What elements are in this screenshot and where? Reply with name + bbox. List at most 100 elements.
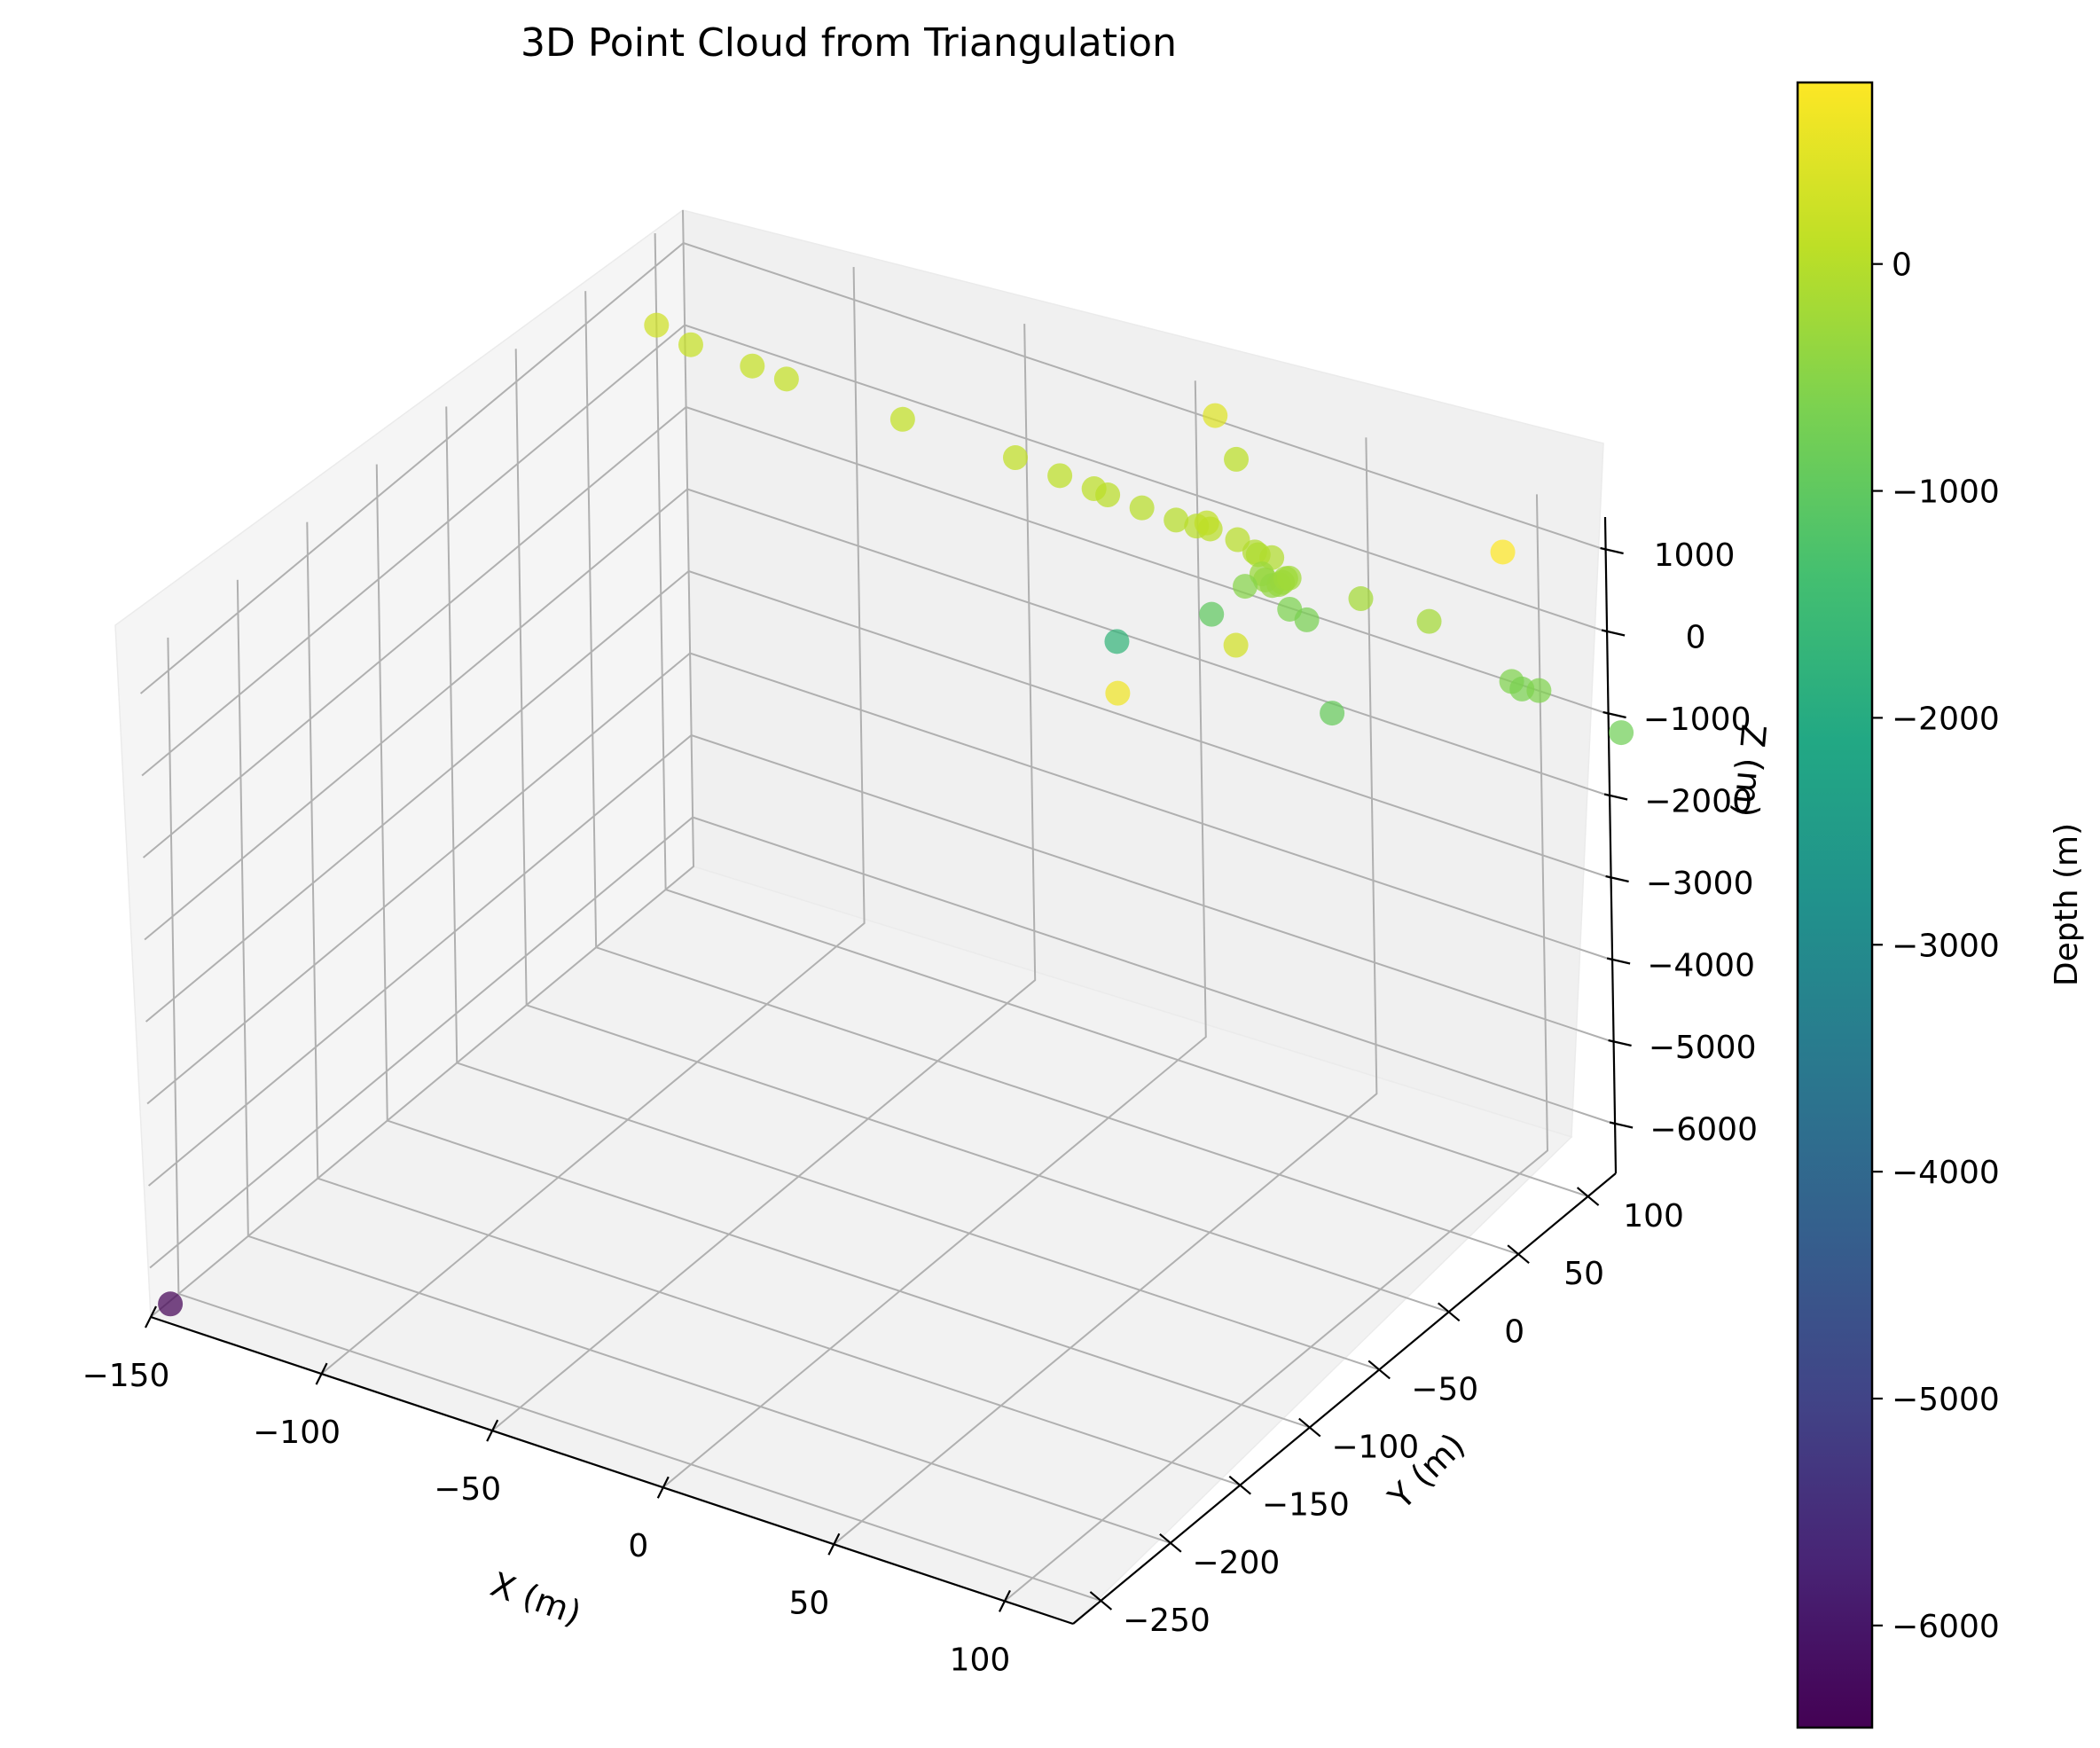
colorbar-tick-label: −5000 (1892, 1382, 2000, 1418)
data-point (1233, 574, 1258, 600)
x-grid-line (1004, 494, 1548, 1603)
data-point (740, 353, 765, 379)
colorbar: −6000 −5000 −4000 −3000 −2000 −1000 0 Depth (m… (1796, 81, 2085, 1729)
data-point (1416, 608, 1442, 634)
x-tick-mark (486, 1419, 499, 1442)
data-point (1095, 482, 1121, 508)
data-point (1348, 586, 1374, 612)
y-tick-mark (1298, 1417, 1321, 1438)
x-axis-line (150, 1315, 1074, 1626)
colorbar-tick-label: 0 (1892, 247, 1912, 284)
y-grid-line (167, 637, 1101, 1602)
z-tick-mark (1605, 874, 1629, 883)
z-tick-mark (1603, 793, 1628, 801)
y-axis-line (1072, 1172, 1617, 1625)
colorbar-tick-label: −6000 (1892, 1609, 2000, 1645)
y-tick-mark (1576, 1187, 1600, 1206)
y-tick-label: −200 (1192, 1545, 1280, 1581)
z-grid-line (149, 816, 1616, 1269)
data-point (644, 312, 670, 338)
x-grid-line (150, 209, 695, 1318)
y-tick-label: 0 (1504, 1313, 1524, 1350)
colorbar-tick-label: −1000 (1892, 474, 2000, 511)
y-tick-mark (1367, 1360, 1391, 1380)
x-grid-line (491, 324, 1037, 1431)
z-grid-line (144, 488, 1610, 941)
colorbar-ticks: −6000 −5000 −4000 −3000 −2000 −1000 0 (1872, 247, 2000, 1645)
axis-ticks: −150 −100 −50 0 50 100 −250 −200 −150 −100 −50 0 50 1… (82, 537, 1758, 1678)
data-point (773, 366, 799, 392)
data-point (678, 332, 703, 357)
data-point (1002, 445, 1028, 471)
z-tick-label: −2000 (1644, 784, 1752, 820)
y-tick-label: −50 (1411, 1371, 1478, 1407)
data-point (1129, 495, 1155, 521)
data-points (158, 312, 1634, 1317)
x-tick-mark (145, 1305, 157, 1329)
y-grid-line (584, 291, 1519, 1256)
z-tick-mark (1609, 1121, 1634, 1129)
y-tick-label: −250 (1123, 1603, 1211, 1639)
data-point (1047, 463, 1073, 489)
z-grid-line (145, 569, 1611, 1023)
y-tick-mark (1507, 1244, 1530, 1265)
z-tick-label: 1000 (1654, 537, 1736, 574)
colorbar-tick-label: −4000 (1892, 1155, 2000, 1191)
y-grid-line (236, 579, 1171, 1544)
y-tick-mark (1159, 1532, 1182, 1553)
y-grid-line (306, 521, 1241, 1486)
z-axis-line (1603, 516, 1618, 1174)
z-tick-label: −4000 (1647, 948, 1755, 984)
z-tick-label: 0 (1686, 620, 1706, 656)
z-tick-mark (1600, 546, 1624, 555)
data-point (1320, 701, 1345, 726)
data-point (1224, 446, 1250, 472)
x-tick-mark (827, 1532, 841, 1556)
x-grid-line (662, 380, 1207, 1488)
data-point (158, 1291, 184, 1317)
x-tick-label: 0 (628, 1528, 648, 1564)
x-tick-label: 100 (950, 1642, 1011, 1678)
x-tick-label: 50 (788, 1585, 829, 1621)
z-tick-label: −6000 (1649, 1112, 1758, 1148)
y-tick-mark (1089, 1591, 1113, 1611)
y-tick-label: 50 (1563, 1256, 1604, 1292)
colorbar-tick-label: −3000 (1892, 928, 2000, 964)
z-tick-mark (1602, 710, 1626, 719)
colorbar-tick-label: −2000 (1892, 701, 2000, 737)
y-grid-line (375, 464, 1311, 1429)
z-tick-mark (1606, 957, 1631, 965)
x-tick-label: −50 (434, 1471, 501, 1508)
y-grid-line (514, 349, 1450, 1313)
data-point (1104, 629, 1130, 655)
data-point (1194, 510, 1219, 536)
z-grid-line (146, 652, 1613, 1105)
z-tick-label: −1000 (1643, 702, 1751, 738)
x-axis-label: X (m) (486, 1564, 587, 1633)
y-tick-mark (1437, 1302, 1461, 1322)
axis-lines (150, 516, 1618, 1626)
axes-panes (114, 208, 1604, 1625)
y-tick-label: −150 (1262, 1487, 1350, 1524)
y-grid-line (654, 233, 1588, 1198)
z-tick-mark (1601, 629, 1626, 637)
data-point (1105, 680, 1131, 706)
grid-lines (139, 209, 1616, 1603)
data-point (1526, 678, 1552, 703)
data-point (1223, 632, 1249, 658)
y-tick-label: −100 (1331, 1430, 1419, 1466)
z-grid-line (139, 241, 1606, 694)
z-axis-label: Z (m) (1726, 723, 1773, 819)
x-grid-line (833, 437, 1378, 1546)
data-point (1199, 601, 1225, 627)
x-tick-mark (315, 1362, 328, 1385)
x-tick-label: −100 (253, 1415, 341, 1451)
data-point (889, 406, 915, 432)
data-point (1164, 507, 1189, 533)
colorbar-gradient (1796, 81, 1874, 1729)
y-grid-line (445, 406, 1380, 1371)
data-point (1609, 720, 1634, 746)
chart-title: 3D Point Cloud from Triangulation (521, 20, 1177, 66)
z-tick-label: −5000 (1649, 1030, 1757, 1066)
